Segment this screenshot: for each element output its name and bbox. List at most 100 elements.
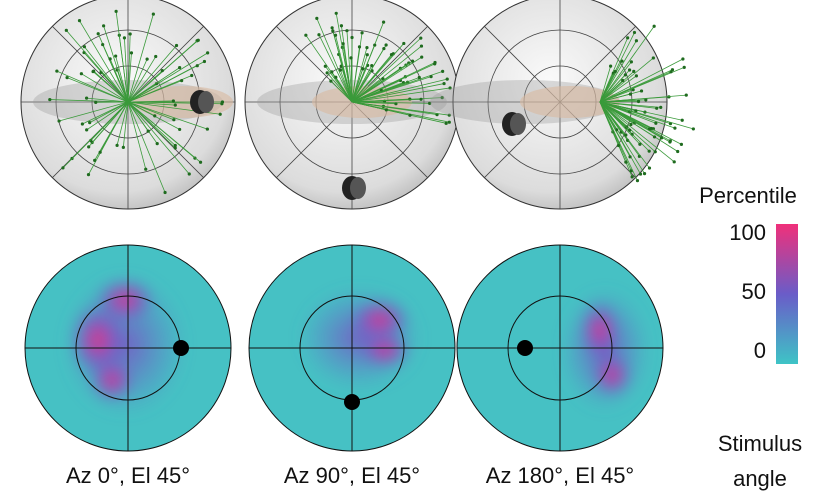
arrow-head [361, 67, 364, 70]
arrow-head [57, 119, 60, 122]
arrow-head [114, 54, 117, 57]
arrow-head [680, 143, 683, 146]
arrow-head [373, 43, 376, 46]
arrow-head [408, 114, 411, 117]
arrow-head [331, 29, 334, 32]
arrow-head [93, 159, 96, 162]
arrow-head [366, 53, 369, 56]
arrow-head [624, 73, 627, 76]
arrow-head [65, 29, 68, 32]
heatmap [25, 245, 231, 451]
arrow-head [85, 97, 88, 100]
arrow-head [382, 20, 385, 23]
arrow-head [172, 118, 175, 121]
arrow-head [637, 100, 640, 103]
arrow-head [628, 155, 631, 158]
arrow-head [360, 31, 363, 34]
colorbar-tick-label: 0 [754, 338, 766, 363]
heatmap [249, 245, 455, 451]
arrow-head [329, 80, 332, 83]
panel-label: Az 180°, El 45° [486, 463, 634, 488]
arrow [600, 101, 639, 102]
arrow-head [55, 69, 58, 72]
arrow-head [692, 127, 695, 130]
arrow-head [78, 19, 81, 22]
arrow-head [304, 34, 307, 37]
arrow-head [659, 106, 662, 109]
arrow-head [681, 119, 684, 122]
arrow-head [65, 76, 68, 79]
arrow-head [94, 101, 97, 104]
arrow-head [122, 146, 125, 149]
arrow-head [632, 70, 635, 73]
arrow-head [643, 172, 646, 175]
arrow-head [411, 60, 414, 63]
arrow-head [654, 122, 657, 125]
arrow-head [345, 29, 348, 32]
colorbar-tick-label: 50 [742, 279, 766, 304]
arrow-head [331, 26, 334, 29]
arrow-head [175, 44, 178, 47]
arrow-head [631, 175, 634, 178]
arrow-head [130, 51, 133, 54]
arrow-head [653, 135, 656, 138]
arrow-head [350, 36, 353, 39]
arrow-head [648, 166, 651, 169]
side-label: angle [733, 466, 787, 491]
arrow-head [385, 108, 388, 111]
arrow-head [334, 34, 337, 37]
arrow-head [324, 65, 327, 68]
arrow-head [48, 98, 51, 101]
arrow-head [178, 66, 181, 69]
arrow-head [365, 46, 368, 49]
arrow-head [636, 179, 639, 182]
arrow-head [335, 12, 338, 15]
arrow-head [681, 57, 684, 60]
arrow-head [442, 82, 445, 85]
speaker [198, 91, 214, 113]
colorbar-tick-label: 100 [729, 220, 766, 245]
arrow-head [420, 44, 423, 47]
arrow-head [652, 56, 655, 59]
arrow-head [197, 39, 200, 42]
arrow-head [188, 172, 191, 175]
arrow-head [92, 69, 95, 72]
arrow-head [671, 68, 674, 71]
panel-label: Az 90°, El 45° [284, 463, 420, 488]
arrow-head [102, 24, 105, 27]
arrow-head [206, 127, 209, 130]
arrow-head [418, 76, 421, 79]
arrow-head [648, 150, 651, 153]
arrow-head [446, 78, 449, 81]
side-label: Stimulus [718, 431, 802, 456]
arrow-head [129, 32, 132, 35]
arrow-head [685, 94, 688, 97]
arrow-head [635, 39, 638, 42]
arrow-head [144, 168, 147, 171]
arrow-head [654, 150, 657, 153]
arrow-head [433, 62, 436, 65]
arrow-head [339, 69, 342, 72]
arrow-head [154, 55, 157, 58]
arrow-head [109, 57, 112, 60]
arrow-head [420, 56, 423, 59]
arrow-head [101, 43, 104, 46]
arrow-head [429, 75, 432, 78]
arrow-head [219, 113, 222, 116]
arrow-head [385, 43, 388, 46]
arrow-head [87, 145, 90, 148]
arrow-head [80, 72, 83, 75]
arrow-head [448, 121, 451, 124]
arrow-head [673, 160, 676, 163]
arrow-head [85, 128, 88, 131]
arrow-head [382, 47, 385, 50]
arrow-head [640, 89, 643, 92]
arrow-head [614, 70, 617, 73]
arrow-head [655, 107, 658, 110]
arrow-head [445, 122, 448, 125]
figure: Az 0°, El 45° Az 90°, El 45° Az 180°, El… [0, 0, 824, 504]
arrow-head [115, 10, 118, 13]
arrow-head [81, 122, 84, 125]
arrow-head [624, 161, 627, 164]
colorbar-ticks: 100 50 0 [729, 220, 766, 363]
